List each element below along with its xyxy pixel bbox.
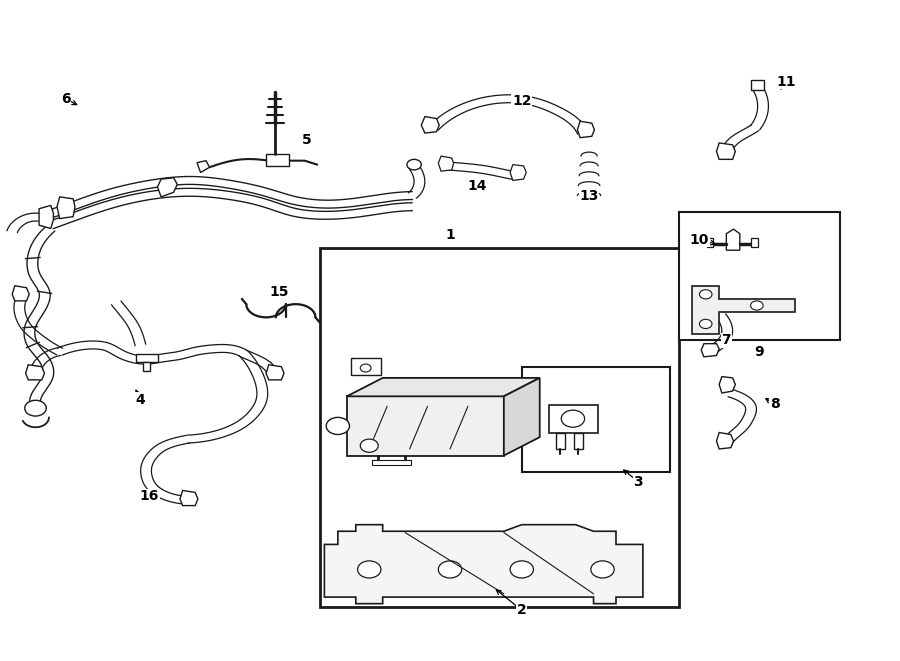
Text: 12: 12 bbox=[512, 95, 532, 108]
Polygon shape bbox=[13, 286, 29, 301]
Bar bbox=[522, 367, 670, 472]
Polygon shape bbox=[266, 365, 284, 380]
Text: 2: 2 bbox=[517, 603, 526, 617]
Polygon shape bbox=[701, 344, 719, 357]
Polygon shape bbox=[578, 121, 595, 137]
Circle shape bbox=[562, 410, 585, 427]
Text: 8: 8 bbox=[770, 397, 779, 411]
Circle shape bbox=[24, 401, 46, 416]
Bar bbox=[372, 460, 411, 465]
Polygon shape bbox=[421, 116, 439, 133]
Circle shape bbox=[360, 439, 378, 452]
Polygon shape bbox=[438, 156, 454, 171]
Polygon shape bbox=[351, 358, 381, 375]
Polygon shape bbox=[158, 178, 177, 197]
Bar bbox=[549, 405, 598, 432]
Polygon shape bbox=[719, 377, 735, 393]
Polygon shape bbox=[716, 432, 734, 449]
Polygon shape bbox=[716, 143, 735, 159]
Polygon shape bbox=[180, 490, 198, 506]
Polygon shape bbox=[324, 525, 643, 603]
Circle shape bbox=[510, 561, 534, 578]
Text: 13: 13 bbox=[580, 188, 598, 202]
Circle shape bbox=[699, 319, 712, 329]
Bar bbox=[574, 432, 583, 449]
Polygon shape bbox=[39, 206, 53, 229]
Text: 14: 14 bbox=[467, 178, 487, 193]
Polygon shape bbox=[751, 81, 764, 91]
Text: 4: 4 bbox=[136, 393, 145, 407]
Polygon shape bbox=[510, 165, 526, 180]
Bar bbox=[320, 249, 679, 607]
Circle shape bbox=[438, 561, 462, 578]
Circle shape bbox=[357, 561, 381, 578]
Bar bbox=[679, 212, 841, 340]
Circle shape bbox=[751, 301, 763, 310]
Polygon shape bbox=[25, 365, 44, 380]
Bar bbox=[136, 354, 158, 362]
Polygon shape bbox=[692, 286, 796, 334]
Polygon shape bbox=[504, 378, 540, 455]
Text: 9: 9 bbox=[755, 344, 764, 358]
Bar bbox=[143, 362, 150, 371]
Circle shape bbox=[407, 159, 421, 170]
Circle shape bbox=[360, 364, 371, 372]
Polygon shape bbox=[346, 378, 540, 397]
Text: 11: 11 bbox=[777, 75, 797, 89]
Polygon shape bbox=[726, 229, 740, 251]
Polygon shape bbox=[346, 397, 504, 455]
Text: 15: 15 bbox=[270, 286, 289, 299]
Polygon shape bbox=[582, 189, 596, 199]
Circle shape bbox=[591, 561, 614, 578]
Text: 10: 10 bbox=[689, 233, 709, 247]
Text: 3: 3 bbox=[634, 475, 643, 489]
Text: 6: 6 bbox=[61, 92, 71, 106]
Text: 5: 5 bbox=[302, 133, 311, 147]
Polygon shape bbox=[706, 239, 713, 247]
Bar bbox=[266, 154, 289, 166]
Polygon shape bbox=[752, 239, 758, 247]
Circle shape bbox=[699, 290, 712, 299]
Bar bbox=[556, 432, 565, 449]
Circle shape bbox=[326, 417, 349, 434]
Polygon shape bbox=[57, 197, 75, 219]
Text: 7: 7 bbox=[722, 333, 731, 348]
Polygon shape bbox=[197, 161, 210, 173]
Text: 16: 16 bbox=[140, 489, 159, 504]
Text: 1: 1 bbox=[446, 228, 454, 242]
